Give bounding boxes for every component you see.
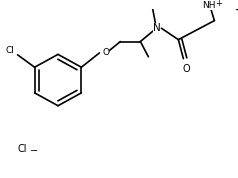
Text: N: N [153, 23, 160, 33]
Text: O: O [183, 64, 190, 74]
Text: O: O [102, 48, 109, 56]
Text: −: − [30, 146, 38, 156]
Text: +: + [215, 0, 222, 8]
Text: Cl: Cl [17, 145, 27, 155]
Text: Cl: Cl [5, 46, 14, 55]
Text: NH: NH [202, 1, 216, 10]
